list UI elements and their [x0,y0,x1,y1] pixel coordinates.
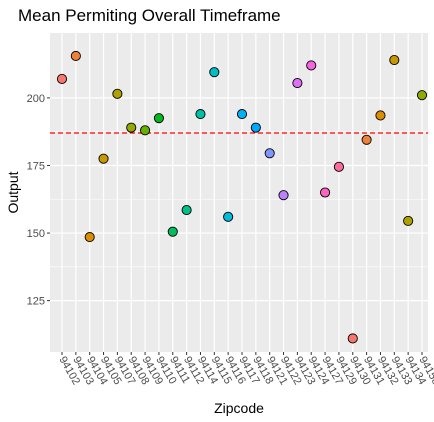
y-tick-label: 200 [27,93,45,105]
data-point-94116 [223,211,234,222]
data-point-94133 [389,54,400,66]
data-point-94110 [153,113,164,124]
data-point-94114 [195,109,206,120]
plot-panel [50,33,428,352]
data-point-94109 [140,125,151,136]
data-point-94105 [98,153,109,164]
data-point-94107 [112,88,123,99]
data-point-94108 [126,122,137,133]
data-points [56,50,428,344]
y-axis-ticks: 125 150 175 200 [27,93,50,308]
data-point-94112 [181,205,192,216]
data-point-94121 [264,148,275,159]
data-point-94115 [209,67,220,78]
data-point-94123 [292,77,303,89]
data-point-94103 [70,50,81,62]
y-tick-label: 175 [27,160,45,172]
data-point-94122 [278,190,289,201]
data-point-94111 [167,226,178,237]
x-axis-title: Zipcode [214,400,264,416]
x-axis-ticks: 9410294103941049410594107941089410994110… [56,352,434,387]
grid-lines [50,33,428,352]
data-point-94132 [375,110,386,121]
data-point-94118 [250,122,261,133]
data-point-94129 [333,161,344,172]
data-point-94130 [347,333,358,344]
data-point-94131 [361,134,372,145]
data-point-94127 [320,187,331,198]
data-point-94124 [306,60,317,71]
data-point-94104 [84,232,95,243]
data-point-94158 [416,90,428,101]
y-axis-title: Output [5,171,21,213]
y-tick-label: 150 [27,228,45,240]
chart-title: Mean Permiting Overall Timeframe [18,6,281,25]
data-point-94134 [403,215,414,226]
y-tick-label: 125 [27,296,45,308]
data-point-94117 [236,109,248,120]
data-point-94102 [56,73,68,85]
